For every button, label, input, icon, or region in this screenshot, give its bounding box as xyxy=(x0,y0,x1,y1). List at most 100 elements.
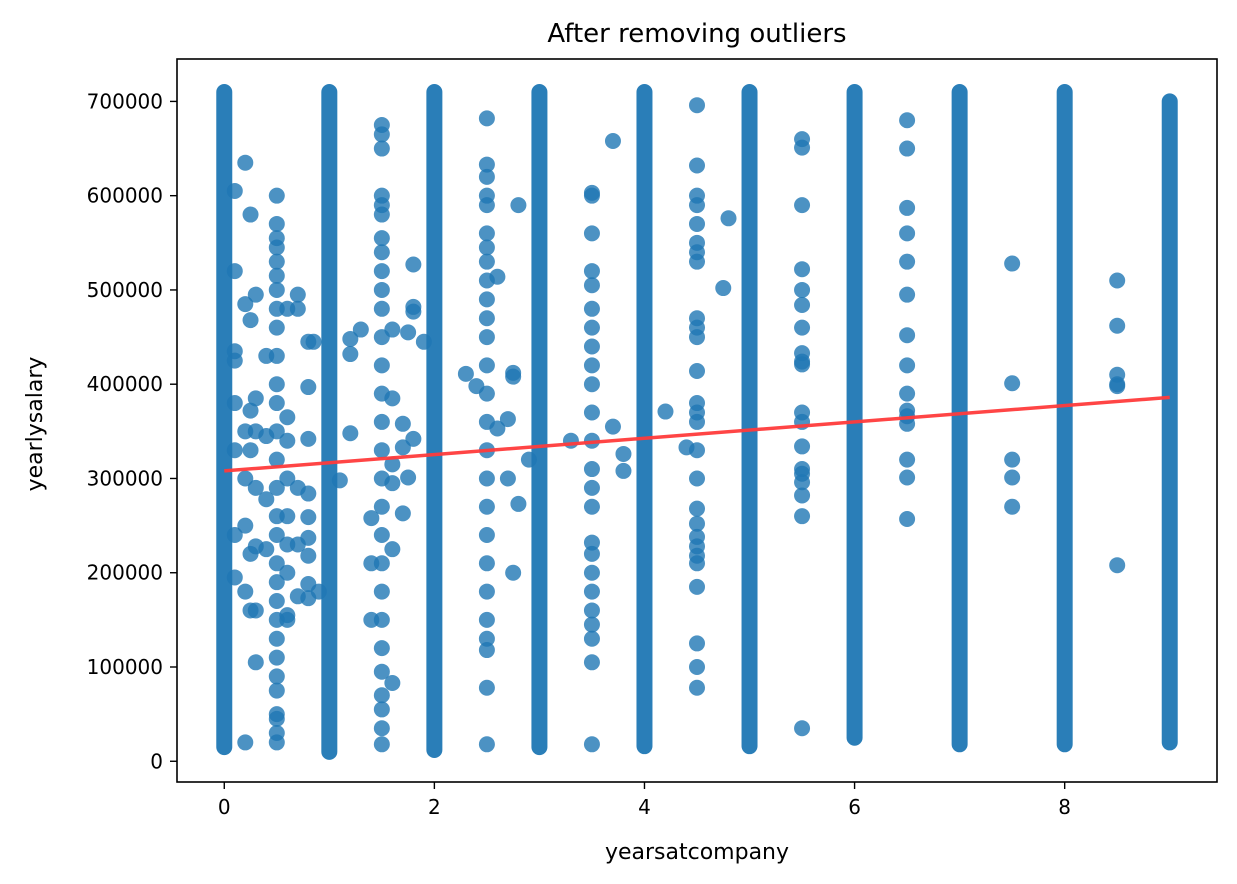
y-tick-label: 700000 xyxy=(87,89,163,113)
data-point xyxy=(583,616,600,633)
data-point xyxy=(794,474,811,491)
data-point xyxy=(689,515,705,532)
data-point xyxy=(268,347,285,364)
data-point xyxy=(794,720,811,737)
data-point xyxy=(305,333,322,350)
point-column xyxy=(1161,93,1178,751)
data-point xyxy=(268,555,285,572)
data-point xyxy=(478,253,495,270)
data-point xyxy=(689,363,705,380)
data-point xyxy=(794,261,811,278)
data-point xyxy=(1109,317,1126,334)
data-point xyxy=(237,470,254,487)
data-point xyxy=(279,409,296,426)
data-point xyxy=(268,574,285,591)
data-point xyxy=(583,534,600,551)
data-point xyxy=(562,432,579,449)
data-point xyxy=(342,346,359,363)
data-point xyxy=(794,297,811,314)
data-point xyxy=(720,210,737,227)
data-point xyxy=(478,630,495,647)
data-point xyxy=(689,578,705,595)
data-point xyxy=(499,470,516,487)
data-point xyxy=(268,710,285,727)
data-point xyxy=(279,432,296,449)
data-point xyxy=(300,529,317,546)
data-point xyxy=(394,505,411,522)
data-point xyxy=(478,357,495,374)
point-column xyxy=(321,83,338,760)
data-point xyxy=(242,402,259,419)
data-point xyxy=(899,286,916,303)
data-point xyxy=(583,338,600,355)
data-point xyxy=(415,333,432,350)
data-point xyxy=(373,527,390,544)
data-point xyxy=(689,555,705,572)
data-point xyxy=(394,415,411,432)
data-point xyxy=(478,291,495,308)
data-point xyxy=(505,368,522,385)
data-point xyxy=(279,470,296,487)
data-point xyxy=(268,668,285,685)
data-point xyxy=(268,253,285,270)
data-point xyxy=(384,321,401,338)
data-point xyxy=(689,658,705,675)
data-point xyxy=(237,517,254,534)
data-point xyxy=(794,356,811,373)
data-point xyxy=(331,472,348,489)
data-point xyxy=(384,541,401,558)
data-point xyxy=(373,555,390,572)
data-point xyxy=(1004,469,1021,486)
data-point xyxy=(478,555,495,572)
data-point xyxy=(226,569,243,586)
data-point xyxy=(583,404,600,421)
data-point xyxy=(247,479,264,496)
data-point xyxy=(478,642,495,659)
point-column xyxy=(1056,83,1073,753)
data-point xyxy=(373,583,390,600)
data-point xyxy=(794,508,811,525)
data-point xyxy=(226,263,243,280)
data-point xyxy=(384,475,401,492)
data-point xyxy=(342,330,359,347)
data-point xyxy=(1004,451,1021,468)
data-point xyxy=(279,611,296,628)
y-tick-label: 300000 xyxy=(87,466,163,490)
data-point xyxy=(373,413,390,430)
data-point xyxy=(478,110,495,127)
data-point xyxy=(1109,272,1126,289)
data-point xyxy=(583,376,600,393)
data-point xyxy=(226,352,243,369)
data-point xyxy=(478,385,495,402)
data-point xyxy=(478,310,495,327)
point-column xyxy=(216,83,233,756)
data-point xyxy=(520,451,537,468)
data-point xyxy=(689,215,705,232)
regression-layer xyxy=(224,395,1170,473)
data-point xyxy=(400,469,417,486)
chart-title: After removing outliers xyxy=(547,19,846,49)
data-point xyxy=(268,239,285,256)
data-point xyxy=(899,140,916,157)
data-point xyxy=(583,564,600,581)
data-point xyxy=(279,508,296,525)
data-point xyxy=(899,225,916,242)
data-point xyxy=(583,319,600,336)
data-point xyxy=(689,470,705,487)
data-point xyxy=(242,442,259,459)
data-point xyxy=(268,682,285,699)
data-point xyxy=(899,112,916,129)
data-point xyxy=(268,734,285,751)
data-point xyxy=(373,230,390,247)
x-tick-label: 2 xyxy=(428,795,441,819)
data-point xyxy=(373,244,390,261)
data-point xyxy=(268,451,285,468)
data-point xyxy=(657,403,674,420)
data-point xyxy=(794,319,811,336)
data-point xyxy=(478,156,495,173)
data-point xyxy=(268,527,285,544)
data-point xyxy=(583,187,600,204)
data-point xyxy=(583,357,600,374)
y-tick-label: 0 xyxy=(150,749,163,773)
point-column xyxy=(531,83,548,756)
